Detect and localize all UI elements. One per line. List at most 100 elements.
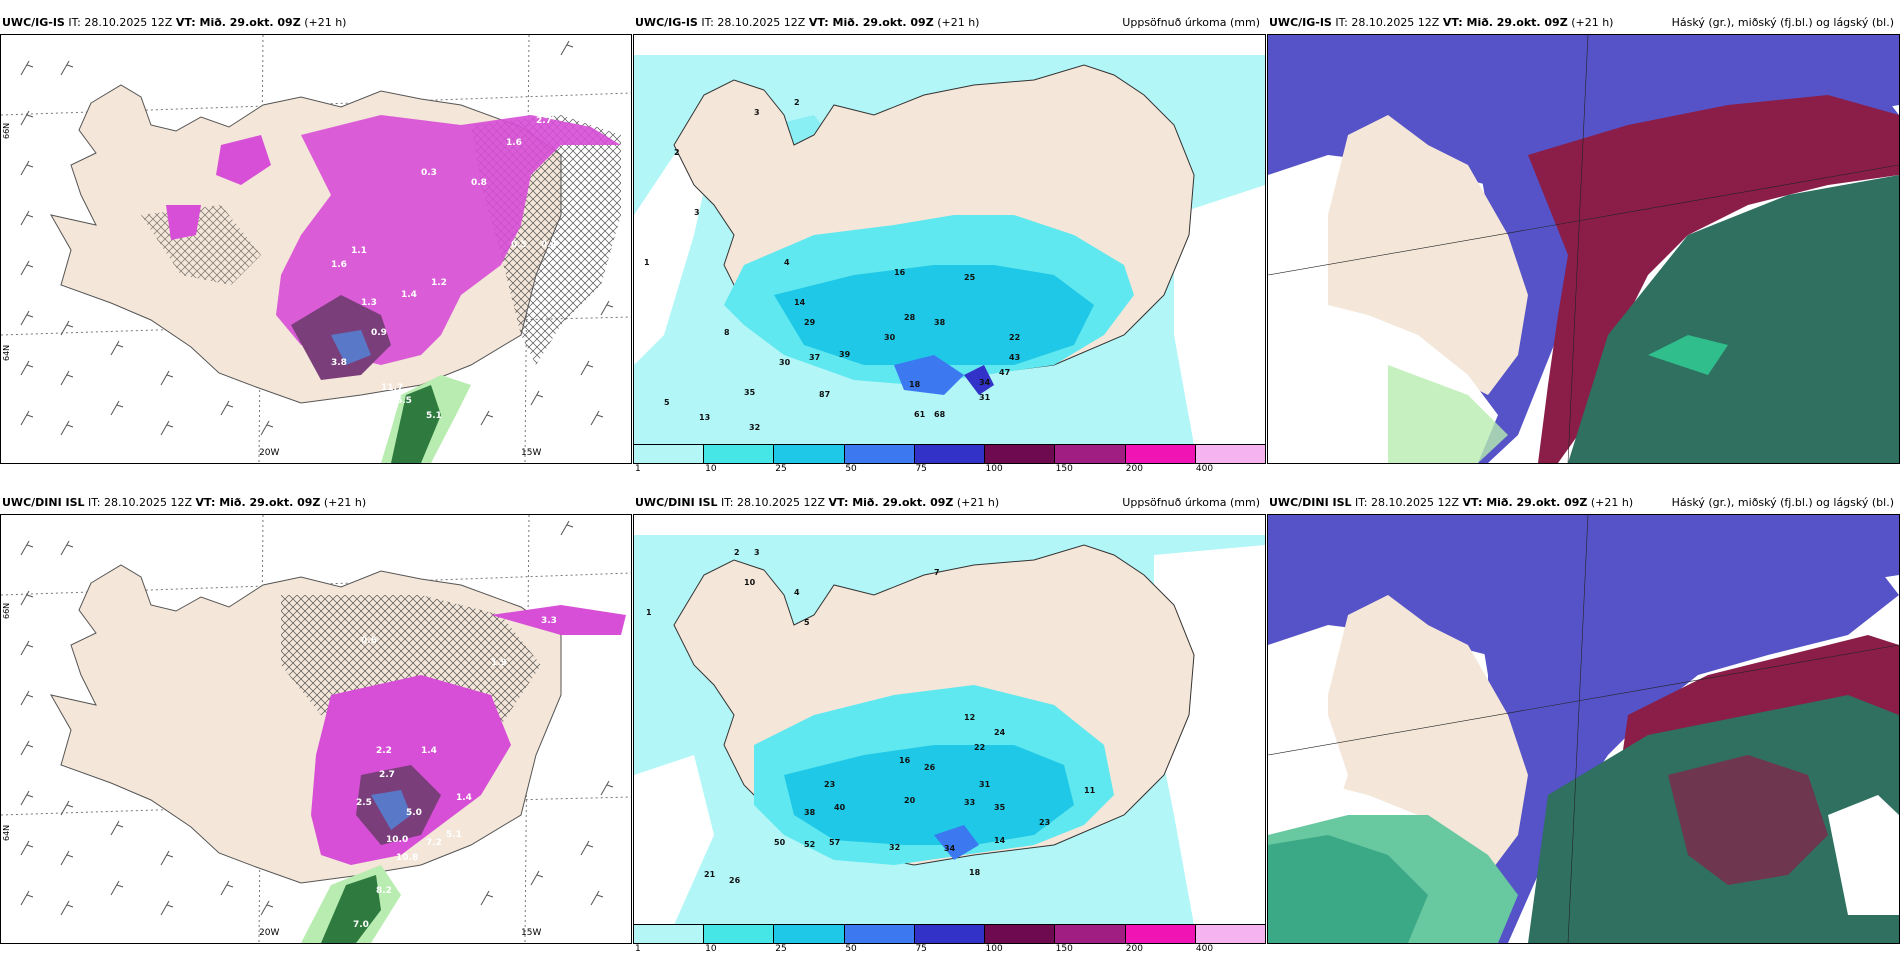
panel-dini-wind: UWC/DINI ISL IT: 28.10.2025 12Z VT: Mið.… bbox=[0, 492, 632, 944]
colorbar-tick: 400 bbox=[1195, 944, 1214, 954]
wind-label: 2.5 bbox=[356, 798, 372, 808]
colorbar-swatch bbox=[1125, 925, 1196, 943]
wind-label: 1.6 bbox=[331, 260, 347, 270]
lat-label: 64N bbox=[2, 825, 11, 841]
precip-label: 30 bbox=[884, 333, 896, 342]
precip-label: 61 bbox=[914, 410, 926, 419]
colorbar-tick: 75 bbox=[915, 464, 927, 474]
colorbar-tick: 150 bbox=[1055, 944, 1073, 954]
wind-label: 1.6 bbox=[506, 138, 522, 148]
precip-label: 26 bbox=[924, 763, 936, 772]
wind-label: 5.1 bbox=[446, 830, 462, 840]
precip-label: 14 bbox=[794, 298, 806, 307]
precip-title: Uppsöfnuð úrkoma (mm) bbox=[1122, 496, 1260, 509]
panel-dini-precip: UWC/DINI ISL IT: 28.10.2025 12Z VT: Mið.… bbox=[633, 492, 1266, 954]
wind-label: 0.4 bbox=[541, 240, 557, 250]
precip-label: 4 bbox=[784, 258, 790, 267]
panel-title: UWC/DINI ISL IT: 28.10.2025 12Z VT: Mið.… bbox=[1269, 496, 1634, 509]
precip-label: 8 bbox=[724, 328, 730, 337]
colorbar-tick: 150 bbox=[1055, 464, 1073, 474]
colorbar-swatch bbox=[844, 925, 915, 943]
lat-label: 64N bbox=[2, 345, 11, 361]
precip-label: 2 bbox=[794, 98, 800, 107]
lat-label: 66N bbox=[2, 603, 11, 619]
colorbar-swatch bbox=[914, 925, 986, 943]
colorbar-tick: 75 bbox=[915, 944, 927, 954]
colorbar-swatch bbox=[1055, 925, 1126, 943]
wind-label: 0.3 bbox=[421, 168, 437, 178]
colorbar-tick: 25 bbox=[775, 464, 787, 474]
colorbar-swatch bbox=[704, 925, 775, 943]
wind-label: 7.0 bbox=[353, 920, 369, 930]
precip-colorbar bbox=[633, 444, 1266, 464]
panel-title: UWC/IG-IS IT: 28.10.2025 12Z VT: Mið. 29… bbox=[1269, 16, 1614, 29]
precip-label: 68 bbox=[934, 410, 946, 419]
wind-label: 0.5 bbox=[511, 240, 527, 250]
precip-label: 31 bbox=[979, 393, 991, 402]
wind-map: 2.2 1.4 2.7 2.5 5.0 10.0 10.8 7.2 5.1 8.… bbox=[0, 514, 632, 944]
colorbar-swatch bbox=[844, 445, 915, 463]
precip-label: 43 bbox=[1009, 353, 1020, 362]
colorbar-swatch bbox=[914, 445, 986, 463]
precip-label: 5 bbox=[664, 398, 670, 407]
wind-label: 11.7 bbox=[381, 383, 403, 393]
precip-label: 1 bbox=[644, 258, 650, 267]
colorbar-swatch bbox=[1055, 445, 1126, 463]
precip-map-svg: 2 1 3 4 5 7 10 16 21 26 38 40 23 50 52 5… bbox=[634, 515, 1265, 925]
lon-label: 15W bbox=[521, 928, 541, 938]
precip-label: 29 bbox=[804, 318, 816, 327]
wind-label: 0.8 bbox=[471, 178, 487, 188]
panel-title: UWC/DINI ISL IT: 28.10.2025 12Z VT: Mið.… bbox=[2, 496, 367, 509]
wind-label: 3.3 bbox=[541, 616, 557, 626]
precip-label: 30 bbox=[779, 358, 791, 367]
wind-label: 1.2 bbox=[431, 278, 447, 288]
precip-label: 47 bbox=[999, 368, 1010, 377]
precip-label: 35 bbox=[994, 803, 1006, 812]
precip-label: 28 bbox=[904, 313, 916, 322]
wind-label: 1.9 bbox=[491, 658, 507, 668]
colorbar-swatch bbox=[1125, 445, 1196, 463]
precip-label: 4 bbox=[794, 588, 800, 597]
precip-label: 32 bbox=[749, 423, 760, 432]
wind-label: 1.4 bbox=[456, 793, 472, 803]
precip-label: 7 bbox=[934, 568, 940, 577]
precip-colorbar bbox=[633, 924, 1266, 944]
panel-title: UWC/IG-IS IT: 28.10.2025 12Z VT: Mið. 29… bbox=[635, 16, 980, 29]
precip-label: 16 bbox=[894, 268, 906, 277]
colorbar-tick: 25 bbox=[775, 944, 787, 954]
colorbar-swatch bbox=[774, 445, 845, 463]
precip-label: 5 bbox=[804, 618, 810, 627]
precip-label: 31 bbox=[979, 780, 991, 789]
colorbar-tick: 400 bbox=[1195, 464, 1214, 474]
precip-map: 3 1 2 4 5 8 13 32 35 30 37 39 29 14 16 2… bbox=[633, 34, 1266, 446]
cloud-map bbox=[1267, 34, 1900, 464]
wind-label: 10.8 bbox=[396, 853, 418, 863]
precip-label: 23 bbox=[824, 780, 835, 789]
precip-label: 52 bbox=[804, 840, 815, 849]
cloud-title: Háský (gr.), miðský (fj.bl.) og lágský (… bbox=[1671, 496, 1894, 509]
precip-label: 3 bbox=[754, 108, 760, 117]
panel-title: UWC/IG-IS IT: 28.10.2025 12Z VT: Mið. 29… bbox=[2, 16, 347, 29]
lon-label: 15W bbox=[521, 448, 541, 458]
colorbar-tick: 1 bbox=[635, 944, 641, 954]
precip-label: 12 bbox=[964, 713, 975, 722]
lon-label: 20W bbox=[259, 928, 279, 938]
wind-map: 1.1 1.6 1.4 1.3 0.9 3.8 11.7 6.5 5.1 0.5… bbox=[0, 34, 632, 464]
precip-label: 11 bbox=[1084, 786, 1096, 795]
precip-label: 40 bbox=[834, 803, 846, 812]
cloud-map-svg bbox=[1268, 515, 1899, 943]
precip-label: 33 bbox=[964, 798, 975, 807]
wind-label: 7.2 bbox=[426, 838, 442, 848]
panel-igis-precip: UWC/IG-IS IT: 28.10.2025 12Z VT: Mið. 29… bbox=[633, 12, 1266, 474]
precip-label: 32 bbox=[889, 843, 900, 852]
wind-map-svg: 1.1 1.6 1.4 1.3 0.9 3.8 11.7 6.5 5.1 0.5… bbox=[1, 35, 631, 463]
precip-label: 16 bbox=[899, 756, 911, 765]
colorbar-tick: 100 bbox=[985, 464, 1003, 474]
precip-label: 2 bbox=[734, 548, 740, 557]
lat-label: 66N bbox=[2, 123, 11, 139]
cloud-map-svg bbox=[1268, 35, 1899, 463]
precip-label: 18 bbox=[969, 868, 981, 877]
precip-label: 22 bbox=[1009, 333, 1020, 342]
wind-label: 1.1 bbox=[351, 246, 367, 256]
wind-label: 8.2 bbox=[376, 886, 392, 896]
